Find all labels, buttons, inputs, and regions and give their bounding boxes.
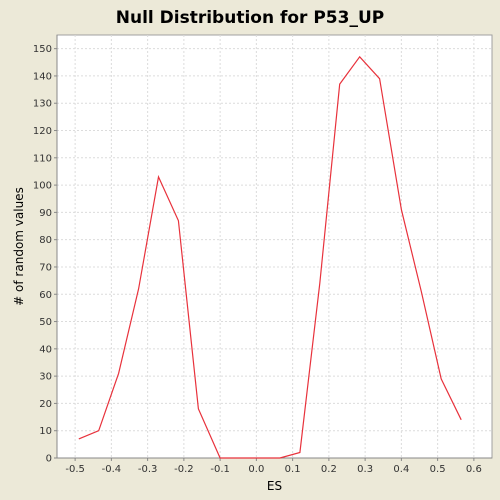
y-tick-label: 60 (39, 290, 52, 301)
y-tick-labels: 0 10 20 30 40 50 60 70 80 90 100 110 120 130 140 150 (33, 44, 52, 464)
y-tick-label: 130 (33, 99, 52, 110)
y-tick-label: 20 (39, 399, 52, 410)
y-tick-label: 110 (33, 153, 52, 164)
y-tick-label: 40 (39, 344, 52, 355)
x-tick-label: -0.4 (102, 464, 122, 475)
series (78, 55, 462, 459)
y-tick-label: 80 (39, 235, 52, 246)
y-axis-label: # of random values (12, 187, 26, 306)
y-tick-label: 50 (39, 317, 52, 328)
y-tick-label: 70 (39, 262, 52, 273)
y-tick-label: 30 (39, 372, 52, 383)
x-tick-label: 0.0 (248, 464, 264, 475)
chart-title: Null Distribution for P53_UP (116, 8, 384, 28)
x-tick-label: -0.5 (65, 464, 85, 475)
y-tick-label: 100 (33, 181, 52, 192)
x-tick-label: -0.3 (138, 464, 158, 475)
x-tick-labels: -0.5 -0.4 -0.3 -0.2 -0.1 0.0 0.1 0.2 0.3 0.4 0.5 0.… (65, 464, 481, 475)
y-tick-label: 150 (33, 44, 52, 55)
plot-area (56, 34, 493, 459)
x-axis-label: ES (267, 479, 282, 493)
x-tick-label: 0.5 (430, 464, 446, 475)
y-tick-label: 120 (33, 126, 52, 137)
x-tick-label: 0.4 (393, 464, 409, 475)
y-tick-label: 90 (39, 208, 52, 219)
x-tick-label: -0.1 (210, 464, 230, 475)
x-tick-label: 0.6 (466, 464, 482, 475)
x-tick-label: 0.2 (321, 464, 337, 475)
x-tick-label: 0.3 (357, 464, 373, 475)
y-tick-label: 0 (46, 454, 52, 465)
x-tick-label: -0.2 (174, 464, 194, 475)
x-tick-label: 0.1 (285, 464, 301, 475)
series-line (78, 55, 462, 459)
grid (57, 35, 492, 459)
y-tick-label: 10 (39, 426, 52, 437)
y-tick-label: 140 (33, 71, 52, 82)
